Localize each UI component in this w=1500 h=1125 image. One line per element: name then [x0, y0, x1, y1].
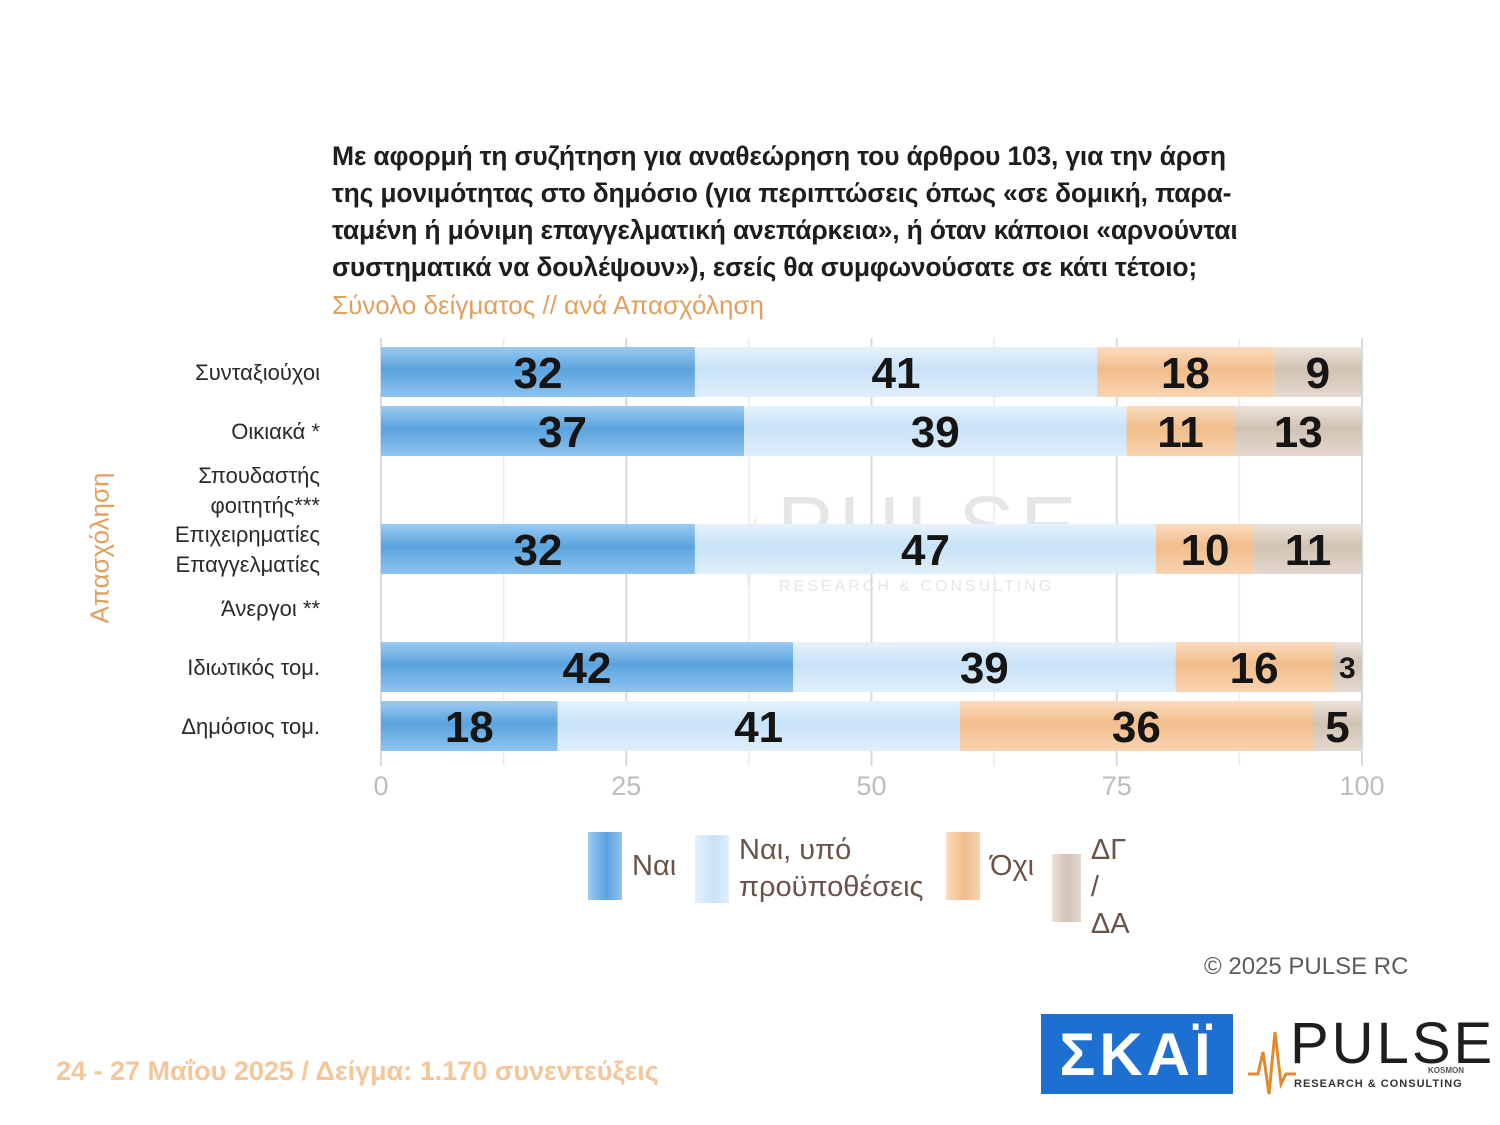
category-label: Ιδιωτικός τομ. [187, 655, 320, 680]
data-label: 41 [734, 703, 783, 752]
x-tick-label: 25 [611, 771, 641, 801]
bar-segment [1312, 701, 1362, 751]
legend-label-yes-conditional: Ναι, υπό προϋποθέσεις [739, 834, 924, 903]
bar-segment [381, 701, 558, 751]
legend-item-yes-conditional: Ναι, υπό προϋποθέσεις [695, 832, 924, 906]
copyright: © 2025 PULSE RC [1204, 953, 1409, 980]
bar-segment [1273, 347, 1362, 397]
bar-segment [1175, 642, 1333, 692]
bar-segment [1254, 524, 1362, 574]
category-label: Σπουδαστής [198, 463, 320, 488]
data-label: 18 [1161, 349, 1210, 398]
legend-swatch-yes-conditional [695, 835, 729, 903]
bar-segment [1332, 642, 1362, 692]
bar-segment [381, 524, 695, 574]
x-tick-label: 50 [856, 771, 886, 801]
bar-segment [1097, 347, 1274, 397]
data-label: 11 [1157, 408, 1204, 457]
bar-segment [1155, 524, 1255, 574]
pulse-logo: PULSE KOSMON RESEARCH & CONSULTING [1248, 1012, 1492, 1098]
legend-swatch-dk-na [1052, 853, 1081, 922]
bar-segment [557, 701, 960, 751]
data-label: 32 [513, 526, 562, 575]
title-line-1: Με αφορμή τη συζήτηση για αναθεώρηση του… [332, 141, 1226, 171]
data-label: 42 [563, 644, 612, 693]
data-label: 47 [901, 526, 950, 575]
title-line-3: ταμένη ή μόνιμη επαγγελματική ανεπάρκεια… [332, 215, 1238, 245]
category-label: Επιχειρηματίες [175, 522, 320, 547]
data-label: 11 [1285, 526, 1332, 575]
bar-segment [381, 642, 794, 692]
bar-segment [381, 347, 695, 397]
legend-swatch-no [946, 832, 980, 900]
bar-segment [1126, 406, 1235, 456]
legend-item-yes: Ναι [588, 832, 676, 900]
category-label: Δημόσιος τομ. [181, 714, 320, 739]
data-label: 10 [1181, 526, 1230, 575]
bar-segment [694, 524, 1156, 574]
title-line-4: συστηματικά να δουλέψουν»), εσείς θα συμ… [332, 252, 1197, 282]
category-label: Οικιακά * [231, 419, 320, 444]
legend-swatch-yes [588, 832, 622, 900]
data-label: 16 [1230, 644, 1279, 693]
x-tick-label: 0 [373, 771, 388, 801]
legend-label-dk-na: ΔΓ / ΔΑ [1090, 834, 1130, 940]
category-label: Συνταξιούχοι [195, 360, 320, 385]
chart-title: Με αφορμή τη συζήτηση για αναθεώρηση του… [332, 138, 1392, 286]
legend-item-dk-na: ΔΓ / ΔΑ [1052, 832, 1135, 943]
data-label: 3 [1339, 652, 1356, 685]
skai-logo: ΣΚΑΪ [1041, 1014, 1233, 1094]
data-label: 41 [872, 349, 921, 398]
bar-segment [959, 701, 1313, 751]
data-label: 39 [960, 644, 1009, 693]
survey-footer: 24 - 27 Μαΐου 2025 / Δείγμα: 1.170 συνεν… [56, 1056, 659, 1086]
category-label: Άνεργοι ** [221, 596, 320, 621]
x-tick-label: 75 [1102, 771, 1132, 801]
category-label: φοιτητής*** [210, 493, 320, 518]
category-label: Επαγγελματίες [176, 552, 320, 577]
data-label: 5 [1325, 703, 1349, 752]
data-label: 36 [1112, 703, 1161, 752]
data-label: 39 [911, 408, 960, 457]
legend-item-no: Όχι [946, 832, 1034, 900]
title-line-2: της μονιμότητας στο δημόσιο (για περιπτώ… [332, 178, 1232, 208]
x-tick-label: 100 [1339, 771, 1384, 801]
data-label: 37 [538, 408, 587, 457]
legend-label-yes: Ναι [632, 849, 677, 882]
bar-segment [694, 347, 1098, 397]
data-label: 32 [513, 349, 562, 398]
watermark-subtitle: RESEARCH & CONSULTING [779, 578, 1055, 595]
data-label: 9 [1306, 349, 1330, 398]
bar-segment [381, 406, 744, 456]
data-label: 13 [1274, 408, 1323, 457]
bar-segment [793, 642, 1176, 692]
chart-subtitle: Σύνολο δείγματος // ανά Απασχόληση [332, 290, 764, 320]
bar-segment [743, 406, 1127, 456]
bar-segment [1234, 406, 1362, 456]
pulse-wave-icon [1248, 1031, 1296, 1095]
legend-label-no: Όχι [990, 849, 1035, 882]
data-label: 18 [445, 703, 494, 752]
